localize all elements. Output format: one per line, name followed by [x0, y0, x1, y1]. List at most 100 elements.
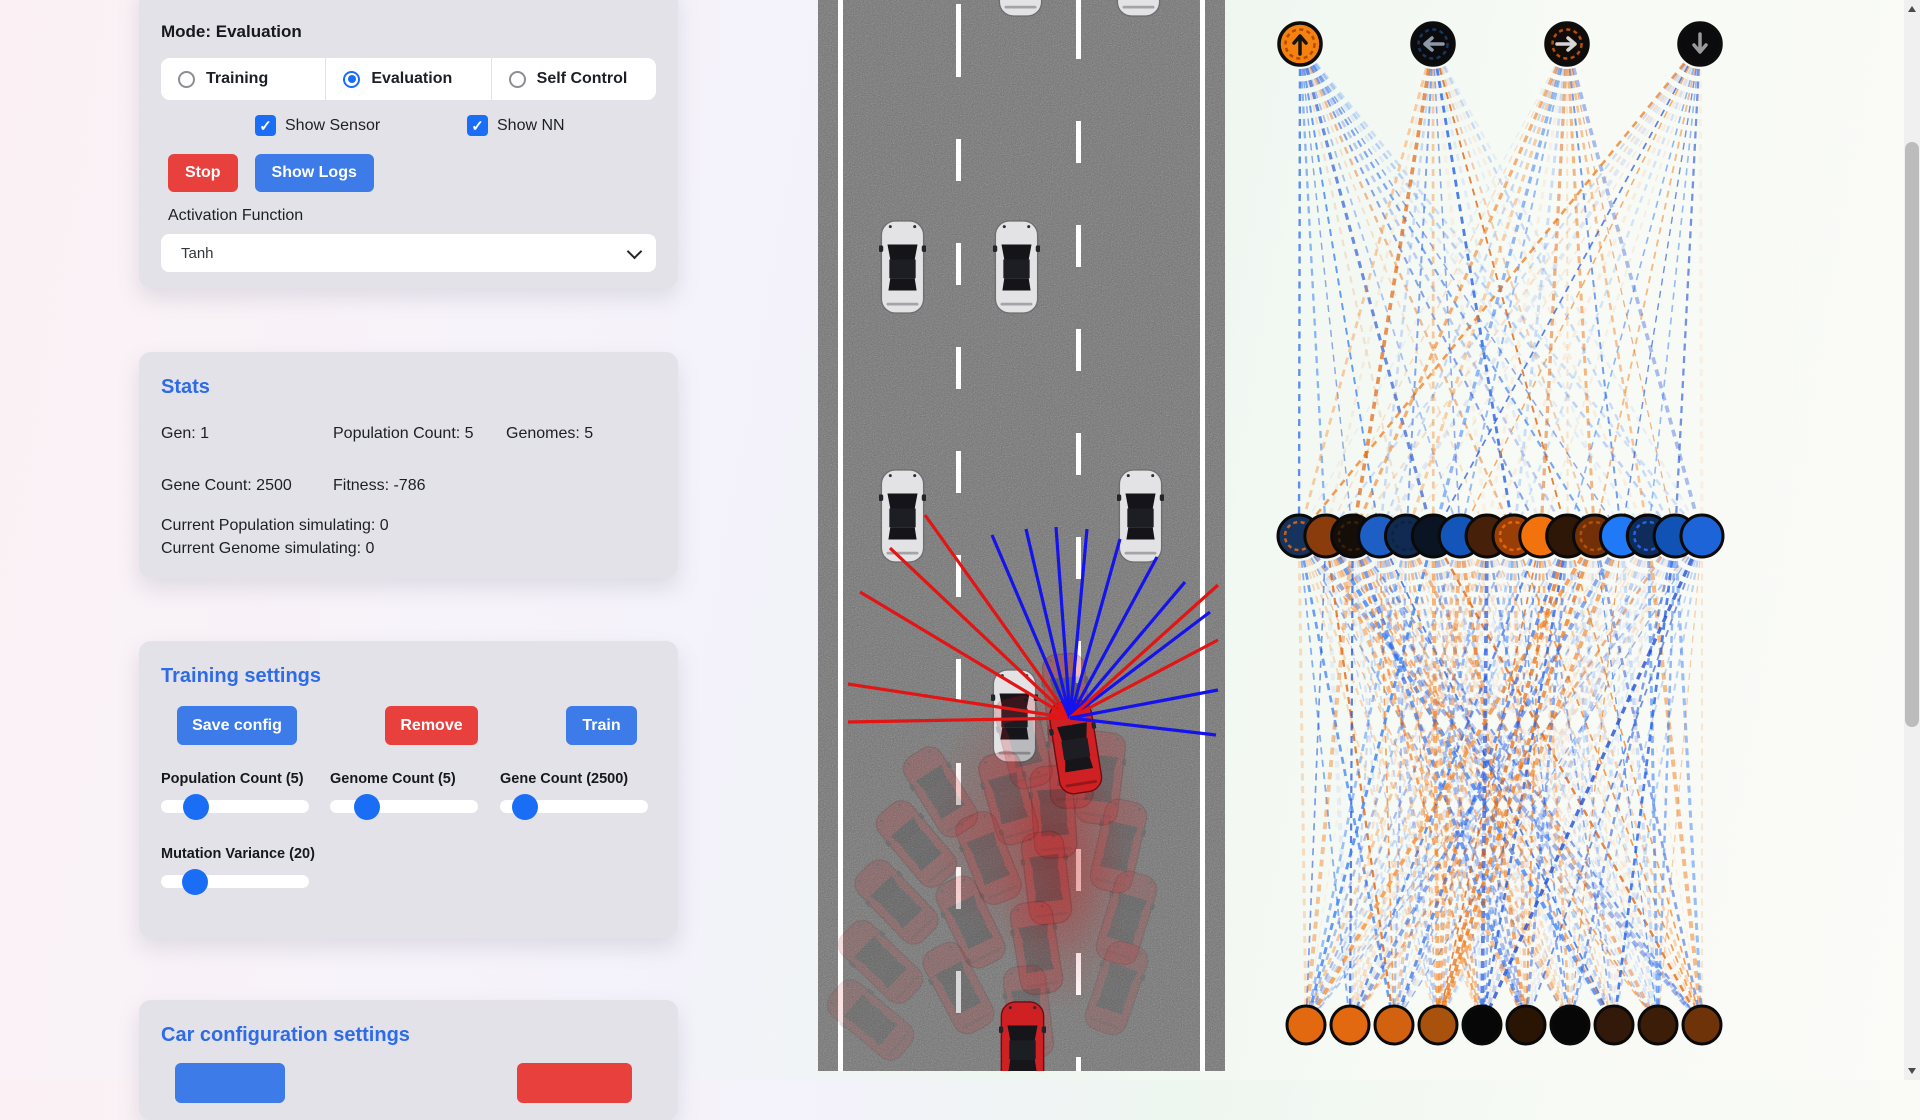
- save-config-button[interactable]: Save config: [177, 706, 297, 745]
- nn-input-node: [1595, 1006, 1633, 1044]
- radio-option-training[interactable]: Training: [161, 58, 325, 100]
- slider-thumb[interactable]: [512, 794, 538, 820]
- stat-fitness: Fitness: -786: [333, 477, 425, 495]
- nn-hidden-node: [1681, 515, 1723, 557]
- nn-input-node: [1331, 1006, 1369, 1044]
- slider-label: Population Count (5): [161, 771, 309, 787]
- scrollbar-thumb[interactable]: [1905, 142, 1919, 727]
- car-config-button-row: [161, 1063, 656, 1107]
- checkbox-label: Show NN: [497, 117, 565, 135]
- checkbox-show-sensor[interactable]: ✓ Show Sensor: [255, 115, 380, 136]
- checkbox-label: Show Sensor: [285, 117, 380, 135]
- slider-genome-count-: Genome Count (5): [330, 771, 478, 813]
- slider-thumb[interactable]: [182, 869, 208, 895]
- checkbox-row: ✓ Show Sensor ✓Show NN: [161, 115, 656, 141]
- nn-connection: [1460, 44, 1700, 536]
- stats-row: Current Population simulating: 0: [161, 517, 656, 537]
- activation-function-value: Tanh: [181, 245, 214, 262]
- stats-card: Stats Gen: 1 Population Count: 5 Genomes…: [139, 352, 678, 578]
- sensor-rays-layer: [818, 0, 1225, 1071]
- training-button-row: Save config Remove Train: [161, 706, 656, 745]
- slider-track[interactable]: [500, 800, 648, 813]
- nn-input-node: [1683, 1006, 1721, 1044]
- scrollbar[interactable]: [1904, 0, 1920, 1080]
- checkbox-show-nn[interactable]: ✓Show NN: [467, 115, 565, 136]
- radio-icon: [178, 71, 195, 88]
- radio-option-label: Self Control: [537, 70, 628, 88]
- chevron-down-icon: [627, 243, 643, 259]
- stat-current-population: Current Population simulating: 0: [161, 517, 389, 535]
- slider-population-count-: Population Count (5): [161, 771, 309, 813]
- nn-input-node: [1507, 1006, 1545, 1044]
- neural-network-canvas: [1225, 0, 1904, 1080]
- slider-track[interactable]: [161, 800, 309, 813]
- car-configuration-card: Car configuration settings: [139, 1000, 678, 1120]
- road-simulation-canvas: [818, 0, 1225, 1071]
- slider-label: Genome Count (5): [330, 771, 478, 787]
- sliders-row: Population Count (5) Genome Count (5) Gene…: [161, 771, 656, 833]
- car-configuration-title: Car configuration settings: [161, 1024, 656, 1047]
- stats-title: Stats: [161, 376, 656, 399]
- nn-connection: [1300, 44, 1514, 536]
- nn-connection: [1541, 44, 1567, 536]
- radio-option-self-control[interactable]: Self Control: [491, 58, 656, 100]
- slider-gene-count-: Gene Count (2500): [500, 771, 648, 813]
- sliders-row: Mutation Variance (20): [161, 846, 656, 908]
- train-button[interactable]: Train: [566, 706, 637, 745]
- stat-current-genome: Current Genome simulating: 0: [161, 540, 374, 558]
- stats-row: Current Genome simulating: 0: [161, 540, 656, 560]
- stats-row: Gen: 1 Population Count: 5 Genomes: 5: [161, 425, 656, 445]
- nn-connection: [1299, 44, 1300, 536]
- slider-track[interactable]: [330, 800, 478, 813]
- slider-thumb[interactable]: [183, 794, 209, 820]
- radio-option-label: Evaluation: [371, 70, 452, 88]
- nn-input-node: [1463, 1006, 1501, 1044]
- radio-option-label: Training: [206, 70, 268, 88]
- stat-gene-count: Gene Count: 2500: [161, 477, 292, 495]
- nn-connection: [1326, 44, 1433, 536]
- show-logs-button[interactable]: Show Logs: [255, 154, 374, 192]
- slider-track[interactable]: [161, 875, 309, 888]
- nn-connection: [1299, 536, 1306, 1025]
- nn-connection: [1675, 44, 1700, 536]
- nn-connection: [1306, 536, 1326, 1025]
- nn-input-node: [1375, 1006, 1413, 1044]
- activation-function-label: Activation Function: [168, 207, 656, 225]
- scrollbar-down-icon[interactable]: [1904, 1064, 1920, 1078]
- car-config-primary-button[interactable]: [175, 1063, 285, 1103]
- sensor-ray-red: [848, 718, 1070, 722]
- remove-button[interactable]: Remove: [385, 706, 478, 745]
- sensor-ray-blue: [1070, 718, 1216, 735]
- mode-radio-group: Training Evaluation Self Control: [161, 58, 656, 100]
- stat-population-count: Population Count: 5: [333, 425, 474, 443]
- slider-thumb[interactable]: [354, 794, 380, 820]
- checkbox-checked-icon: ✓: [255, 115, 276, 136]
- slider-label: Mutation Variance (20): [161, 846, 309, 862]
- stat-gen: Gen: 1: [161, 425, 209, 443]
- car-config-danger-button[interactable]: [517, 1063, 632, 1103]
- nn-connection: [1648, 44, 1700, 536]
- sensor-ray-red: [890, 548, 1070, 718]
- mode-title: Mode: Evaluation: [161, 22, 656, 42]
- sensor-ray-red: [848, 684, 1070, 718]
- slider-label: Gene Count (2500): [500, 771, 648, 787]
- nn-connection: [1300, 44, 1353, 536]
- radio-option-evaluation[interactable]: Evaluation: [325, 58, 490, 100]
- slider-mutation-variance-: Mutation Variance (20): [161, 846, 309, 888]
- radio-icon: [509, 71, 526, 88]
- nn-connection: [1353, 44, 1567, 536]
- nn-connection: [1433, 44, 1541, 536]
- activation-function-select[interactable]: Tanh: [161, 234, 656, 272]
- nn-connection: [1433, 44, 1675, 536]
- nn-input-node: [1287, 1006, 1325, 1044]
- mode-card: Mode: Evaluation Training Evaluation Self …: [139, 0, 678, 288]
- nn-connection: [1567, 44, 1675, 536]
- sensor-ray-red: [860, 592, 1070, 718]
- nn-connection: [1300, 44, 1541, 536]
- training-settings-title: Training settings: [161, 665, 656, 688]
- nn-connection: [1487, 44, 1700, 536]
- stat-genomes: Genomes: 5: [506, 425, 593, 443]
- stop-button[interactable]: Stop: [168, 154, 238, 192]
- training-settings-card: Training settings Save config Remove Tra…: [139, 641, 678, 938]
- scrollbar-up-icon[interactable]: [1904, 2, 1920, 16]
